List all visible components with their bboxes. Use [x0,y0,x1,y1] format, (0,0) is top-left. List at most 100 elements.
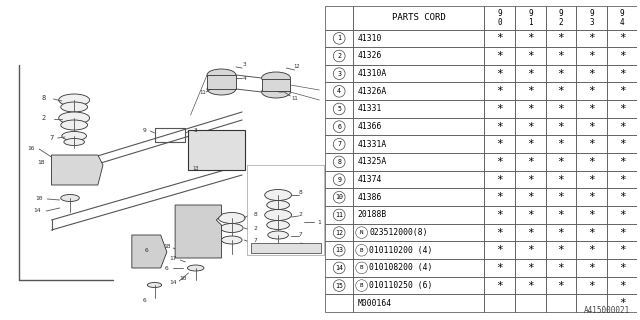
Text: 12: 12 [314,244,321,250]
Bar [607,100,637,118]
Text: 7: 7 [337,141,341,147]
Polygon shape [51,155,103,185]
Bar [576,171,607,188]
Text: *: * [619,281,625,291]
Ellipse shape [61,195,79,202]
Bar [353,188,484,206]
Bar [546,83,576,100]
Text: *: * [497,51,503,61]
Text: *: * [619,33,625,43]
Ellipse shape [218,212,245,223]
Ellipse shape [207,69,236,81]
Bar [546,294,576,312]
Text: 9
3: 9 3 [589,9,594,27]
Bar [325,224,353,241]
Bar [576,65,607,83]
Text: 2: 2 [299,212,303,218]
Bar [484,118,515,135]
Ellipse shape [62,132,86,140]
Text: *: * [557,86,564,96]
Ellipse shape [147,283,162,287]
Text: 14: 14 [170,279,177,284]
Text: *: * [557,281,564,291]
Text: 11: 11 [200,91,206,95]
Circle shape [333,262,345,274]
Bar [546,241,576,259]
Text: *: * [588,157,595,167]
Text: *: * [619,210,625,220]
Bar [325,65,353,83]
Circle shape [356,280,367,292]
Ellipse shape [220,223,243,233]
Text: *: * [557,33,564,43]
Bar [515,171,546,188]
Text: *: * [588,51,595,61]
Text: 18: 18 [163,244,171,250]
Text: *: * [588,175,595,185]
Circle shape [333,50,345,62]
Bar [515,241,546,259]
Circle shape [333,121,345,132]
Ellipse shape [265,210,291,220]
Bar [607,29,637,47]
Text: *: * [619,263,625,273]
Text: *: * [619,139,625,149]
Bar [325,29,353,47]
Bar [515,65,546,83]
Text: *: * [588,86,595,96]
Bar [546,135,576,153]
Text: *: * [588,104,595,114]
Bar [484,135,515,153]
Bar [546,277,576,294]
Bar [515,206,546,224]
Text: *: * [497,263,503,273]
Text: *: * [497,192,503,202]
Bar [546,188,576,206]
Bar [607,135,637,153]
Text: *: * [588,210,595,220]
Bar [353,153,484,171]
Bar [353,100,484,118]
Text: 6: 6 [165,266,169,270]
Bar [325,135,353,153]
Ellipse shape [59,94,90,106]
Text: *: * [588,139,595,149]
Text: 023512000(8): 023512000(8) [369,228,428,237]
Text: 20188B: 20188B [358,211,387,220]
Text: *: * [527,69,534,79]
Text: 16: 16 [27,146,35,150]
Bar [607,6,637,29]
Bar [515,259,546,277]
Circle shape [333,68,345,79]
Text: *: * [527,33,534,43]
Bar [576,294,607,312]
Text: *: * [497,245,503,255]
Text: *: * [588,192,595,202]
Text: *: * [557,122,564,132]
Text: *: * [497,281,503,291]
Text: *: * [497,228,503,237]
Bar [325,241,353,259]
Ellipse shape [59,112,90,124]
Bar [484,224,515,241]
Text: *: * [557,228,564,237]
Bar [515,83,546,100]
Bar [546,47,576,65]
Bar [607,83,637,100]
Circle shape [333,174,345,185]
Text: 13: 13 [335,247,343,253]
Text: 5: 5 [337,106,341,112]
Text: *: * [497,104,503,114]
Text: *: * [619,86,625,96]
Text: 9
4: 9 4 [620,9,625,27]
Text: *: * [557,51,564,61]
Bar [325,100,353,118]
Text: *: * [527,245,534,255]
Text: *: * [527,104,534,114]
Text: 1: 1 [317,220,321,225]
Bar [353,224,484,241]
Text: 010108200 (4): 010108200 (4) [369,263,433,272]
Text: 41310A: 41310A [358,69,387,78]
Text: 2: 2 [253,226,257,230]
Text: *: * [527,281,534,291]
